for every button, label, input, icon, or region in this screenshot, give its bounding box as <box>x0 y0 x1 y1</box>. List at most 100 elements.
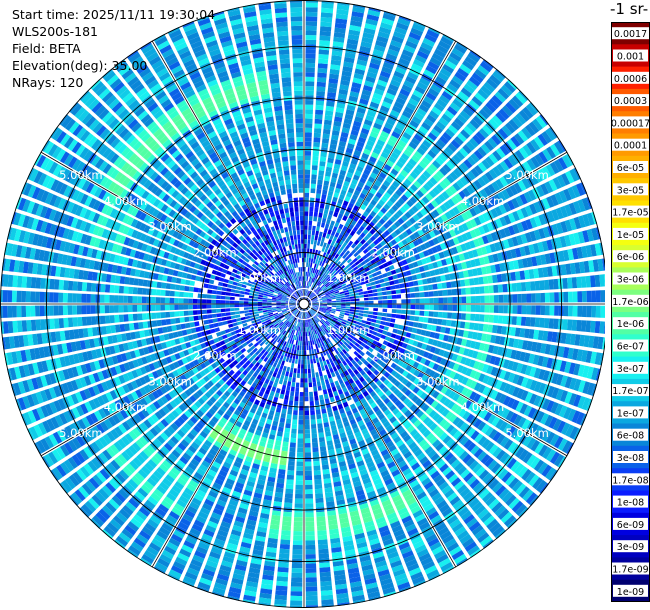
range-gate <box>356 541 368 549</box>
range-gate <box>353 337 359 342</box>
range-gate <box>397 139 407 148</box>
range-gate <box>345 358 351 364</box>
range-gate <box>381 17 394 26</box>
range-gate <box>430 83 442 94</box>
range-gate <box>352 6 365 14</box>
range-gate <box>498 393 507 404</box>
range-gate <box>425 193 434 202</box>
range-gate <box>278 464 286 470</box>
range-gate <box>347 458 355 465</box>
range-gate <box>279 355 284 361</box>
range-gate <box>285 423 291 429</box>
range-gate <box>311 320 315 326</box>
range-gate <box>220 405 227 413</box>
range-gate <box>251 359 257 365</box>
range-gate <box>565 333 572 345</box>
range-gate <box>512 211 520 222</box>
range-gate <box>417 228 425 236</box>
range-gate <box>115 535 129 547</box>
range-gate <box>349 163 357 170</box>
range-gate <box>336 283 342 287</box>
range-gate <box>511 197 520 209</box>
range-gate <box>511 95 524 108</box>
range-gate <box>571 410 581 424</box>
range-gate <box>360 559 372 567</box>
range-gate <box>335 107 345 114</box>
range-gate <box>309 349 312 355</box>
range-gate <box>367 274 374 279</box>
range-gate <box>331 356 337 362</box>
range-gate <box>507 237 515 248</box>
range-gate <box>385 143 394 151</box>
range-gate <box>244 435 252 443</box>
range-gate <box>376 243 383 249</box>
range-gate <box>463 270 469 278</box>
range-gate <box>374 44 386 53</box>
range-gate <box>524 328 530 339</box>
range-gate <box>378 300 383 304</box>
range-gate <box>331 308 336 311</box>
range-gate <box>332 125 341 132</box>
range-gate <box>507 225 516 236</box>
range-gate <box>219 386 226 394</box>
range-gate <box>394 319 401 324</box>
range-gate <box>528 329 535 339</box>
range-gate <box>307 312 311 317</box>
range-gate <box>221 428 229 437</box>
range-gate <box>323 180 330 186</box>
range-gate <box>380 207 388 214</box>
range-gate <box>309 202 314 208</box>
range-gate <box>305 67 315 73</box>
range-gate <box>389 246 396 253</box>
range-gate <box>419 208 428 216</box>
range-gate <box>335 296 341 299</box>
range-gate <box>226 421 234 429</box>
range-gate <box>343 327 348 332</box>
range-gate <box>144 499 156 510</box>
range-gate <box>159 481 170 491</box>
range-gate <box>436 44 449 55</box>
range-gate <box>268 349 274 355</box>
range-gate <box>432 425 442 435</box>
range-gate <box>489 355 497 365</box>
range-gate <box>344 405 351 412</box>
range-gate <box>328 266 333 272</box>
range-gate <box>339 393 345 399</box>
range-gate <box>305 76 315 82</box>
range-gate <box>341 283 347 287</box>
range-gate <box>578 215 586 228</box>
range-gate <box>548 279 554 290</box>
range-gate <box>400 309 406 314</box>
range-gate <box>428 361 435 369</box>
range-gate <box>297 433 304 439</box>
range-gate <box>547 210 555 223</box>
range-gate <box>319 342 323 348</box>
range-gate <box>380 268 387 274</box>
range-gate <box>567 186 577 200</box>
range-gate <box>374 280 380 285</box>
range-gate <box>409 217 416 225</box>
range-gate <box>387 227 394 234</box>
range-gate <box>187 505 198 515</box>
range-gate <box>439 395 448 404</box>
range-gate <box>337 249 342 255</box>
range-gate <box>355 400 362 407</box>
range-gate <box>198 447 208 456</box>
range-gate <box>342 319 348 323</box>
range-gate <box>377 312 383 316</box>
range-gate <box>440 275 446 282</box>
range-gate <box>489 522 502 534</box>
range-gate <box>312 299 318 302</box>
range-gate <box>302 336 304 342</box>
range-gate <box>560 221 568 233</box>
range-gate <box>316 286 321 291</box>
range-gate <box>340 297 346 300</box>
range-gate <box>477 508 489 520</box>
range-gate <box>401 222 409 230</box>
range-gate <box>458 329 465 337</box>
range-gate <box>323 329 328 334</box>
range-gate <box>231 465 240 473</box>
range-gate <box>187 462 197 471</box>
range-gate <box>370 259 376 265</box>
range-gate <box>309 310 314 315</box>
